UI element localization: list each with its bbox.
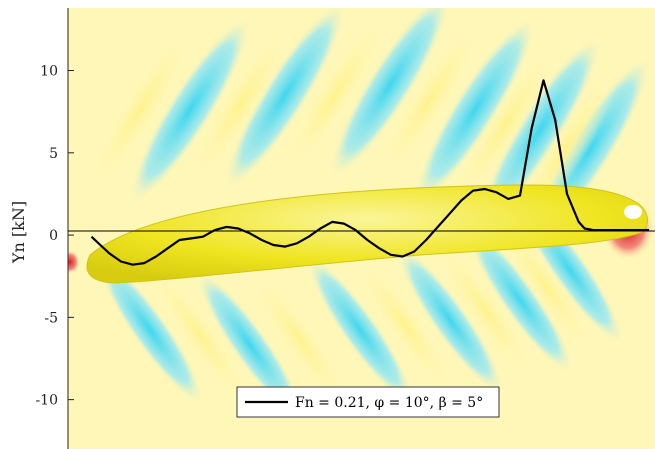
wave-trough [128,15,252,205]
y-axis-label: Yn [kN] [9,201,28,264]
wave-crest [431,235,539,385]
series-line [90,79,650,266]
wave-trough [196,270,304,420]
wave-bands-lower [96,195,624,420]
wave-trough [306,255,414,405]
legend-entry: Fn = 0.21, φ = 10°, β = 5° [295,395,483,411]
y-tick-label: -10 [35,393,58,409]
stern-pressure-zone [68,250,80,274]
wave-trough [466,225,574,375]
y-tick-label: -5 [44,310,58,326]
y-ticks [68,70,74,401]
y-tick-label: 5 [49,146,58,162]
wave-trough [328,8,452,180]
y-tick-label: 10 [40,64,58,80]
wave-trough [223,8,347,190]
y-tick-labels: 10 5 0 -5 -10 [35,64,58,409]
wave-crest [449,39,561,211]
ship-hull [86,184,648,284]
wave-trough [96,255,204,405]
wave-crest [146,260,254,410]
wave-crest [84,24,196,196]
wave-crest [184,19,296,191]
wave-trough [396,245,504,395]
y-tick-label: 0 [49,228,58,244]
wave-trough [413,15,537,205]
wave-trough [478,35,602,225]
bow-highlight [624,205,642,219]
wave-background [68,8,655,449]
wave-crest [246,265,354,415]
wave-crest [351,250,459,400]
wave-crest [279,9,391,181]
legend: Fn = 0.21, φ = 10°, β = 5° [236,386,500,418]
wave-bands-upper [84,8,652,245]
wave-crest [374,14,486,186]
